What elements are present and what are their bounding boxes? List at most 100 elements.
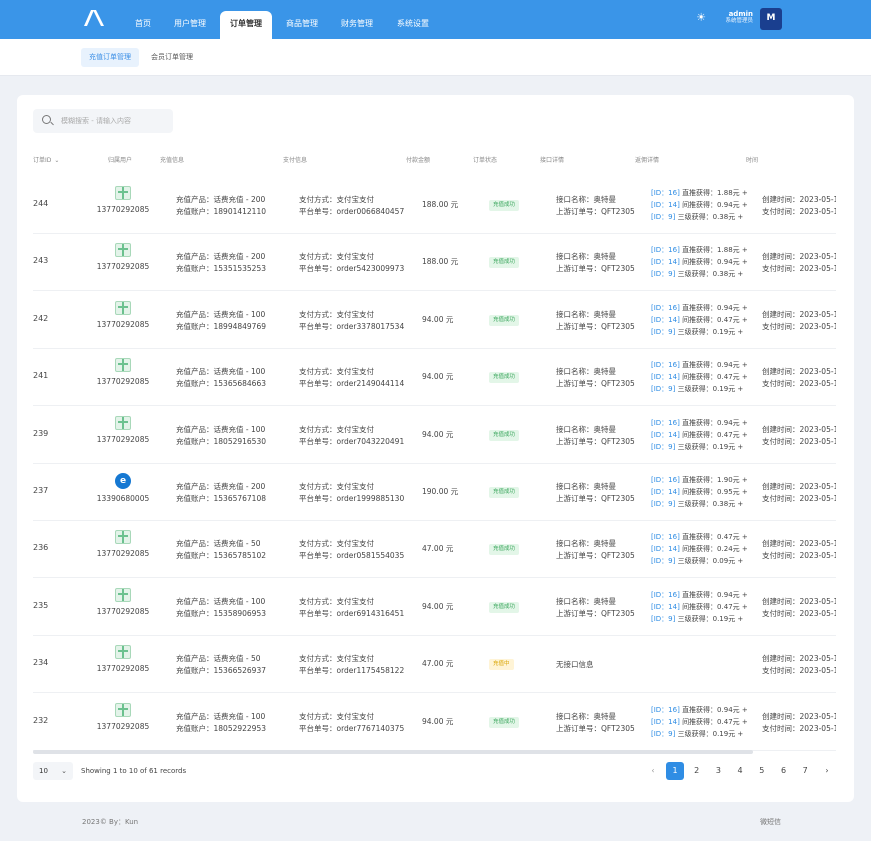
nav-item-4[interactable]: 财务管理 (341, 19, 373, 28)
user-cell[interactable]: 13770292085 (93, 588, 153, 616)
gift-icon (115, 703, 131, 717)
rebate-line: [ID：16] 直推获得：1.88元 + (651, 244, 753, 256)
payment-info: 支付方式：支付宝支付 平台单号：order5423009973 (299, 251, 404, 275)
payment-info: 支付方式：支付宝支付 平台单号：order1175458122 (299, 653, 404, 677)
recharge-product: 充值产品：话费充值 - 50 (176, 654, 261, 663)
rebate-text: 间推获得：0.95元 + (682, 488, 748, 496)
created-time: 创建时间：2023-05-14 (762, 482, 836, 491)
tab-member-orders[interactable]: 会员订单管理 (151, 53, 193, 61)
user-cell[interactable]: e 13390680005 (93, 473, 153, 503)
rebate-line: [ID：16] 直推获得：1.90元 + (651, 474, 753, 486)
page-button-2[interactable]: 2 (694, 766, 700, 775)
table-row[interactable]: 239 13770292085 充值产品：话费充值 - 100 充值账户：180529… (33, 407, 836, 464)
rebate-text: 三级获得：0.38元 + (677, 500, 744, 508)
created-time: 创建时间：2023-05-14 (762, 310, 836, 319)
time-info: 创建时间：2023-05-14 支付时间：2023-05-14 (762, 194, 836, 218)
user-cell[interactable]: 13770292085 (93, 645, 153, 673)
page-button-3[interactable]: 3 (715, 766, 721, 775)
gift-icon (115, 588, 131, 602)
platform-order-no: 平台单号：order3378017534 (299, 322, 405, 331)
table-row[interactable]: 241 13770292085 充值产品：话费充值 - 100 充值账户：153656… (33, 349, 836, 406)
rebate-text: 直推获得：1.88元 + (682, 189, 748, 197)
table-row[interactable]: 236 13770292085 充值产品：话费充值 - 50 充值账户：1536578… (33, 521, 836, 578)
api-detail: 接口名称：奥特曼上游订单号：QFT2305 (556, 309, 640, 333)
rebate-detail: [ID：16] 直推获得：0.94元 + [ID：14] 间推获得：0.47元 +… (651, 589, 753, 625)
rebate-line: [ID：14] 间推获得：0.47元 + (651, 314, 753, 326)
created-time: 创建时间：2023-05-14 (762, 597, 836, 606)
table-row[interactable]: 232 13770292085 充值产品：话费充值 - 100 充值账户：180529… (33, 694, 836, 751)
rebate-text: 直推获得：1.88元 + (682, 246, 748, 254)
avatar[interactable]: M (760, 8, 782, 30)
sun-icon[interactable]: ☀ (696, 11, 706, 24)
table-row[interactable]: 243 13770292085 充值产品：话费充值 - 200 充值账户：153515… (33, 234, 836, 291)
tab-recharge-orders[interactable]: 充值订单管理 (81, 48, 139, 67)
page-button-1[interactable]: 1 (666, 762, 684, 780)
page-size-select[interactable]: 10 ⌄ (33, 762, 73, 780)
rebate-detail: [ID：16] 直推获得：0.94元 + [ID：14] 间推获得：0.47元 +… (651, 302, 753, 338)
rebate-id: [ID：16] (651, 533, 680, 541)
nav-item-1[interactable]: 用户管理 (174, 19, 206, 28)
page-button-6[interactable]: 6 (780, 766, 787, 775)
user-cell[interactable]: 13770292085 (93, 530, 153, 558)
status-badge: 充值成功 (489, 200, 520, 211)
rebate-line: [ID：16] 直推获得：1.88元 + (651, 187, 753, 199)
payment-method: 支付方式：支付宝支付 (299, 195, 374, 204)
page-button-5[interactable]: 5 (759, 766, 765, 775)
user-name[interactable]: admin (728, 10, 753, 18)
order-id: 244 (33, 199, 49, 208)
col-header-rebate: 返佣详情 (635, 157, 660, 164)
rebate-text: 直推获得：0.94元 + (682, 419, 748, 427)
rebate-line: [ID：9] 三级获得：0.09元 + (651, 555, 753, 567)
page-button-4[interactable]: 4 (737, 766, 743, 775)
rebate-text: 三级获得：0.38元 + (677, 270, 744, 278)
time-info: 创建时间：2023-05-14 支付时间：2023-05-14 (762, 653, 836, 677)
user-cell[interactable]: 13770292085 (93, 703, 153, 731)
payment-amount: 94.00 元 (422, 315, 454, 324)
rebate-id: [ID：14] (651, 718, 680, 726)
payment-method: 支付方式：支付宝支付 (299, 654, 374, 663)
rebate-detail: [ID：16] 直推获得：0.94元 + [ID：14] 间推获得：0.47元 +… (651, 359, 753, 395)
api-order-no: 上游订单号：QFT2305 (556, 322, 635, 331)
col-header-api: 接口详情 (540, 157, 565, 164)
api-order-no: 上游订单号：QFT2305 (556, 494, 635, 503)
gift-icon (115, 301, 131, 315)
api-name: 接口名称：奥特曼 (556, 252, 616, 261)
col-header-id[interactable]: 订单ID ⌄ (33, 157, 60, 164)
time-info: 创建时间：2023-05-14 支付时间：2023-05-14 (762, 366, 836, 390)
rebate-id: [ID：16] (651, 476, 680, 484)
page-button-7[interactable]: 7 (802, 766, 808, 775)
nav-item-0[interactable]: 首页 (135, 19, 151, 28)
table-row[interactable]: 234 13770292085 充值产品：话费充值 - 50 充值账户：1536652… (33, 636, 836, 693)
user-cell[interactable]: 13770292085 (93, 186, 153, 214)
search-icon (42, 115, 51, 124)
api-name: 接口名称：奥特曼 (556, 310, 616, 319)
table-row[interactable]: 244 13770292085 充值产品：话费充值 - 200 充值账户：189014… (33, 177, 836, 234)
user-cell[interactable]: 13770292085 (93, 243, 153, 271)
rebate-line: [ID：9] 三级获得：0.19元 + (651, 383, 753, 395)
nav-item-5[interactable]: 系统设置 (397, 19, 429, 28)
rebate-line: [ID：16] 直推获得：0.47元 + (651, 531, 753, 543)
search-box[interactable] (33, 109, 173, 133)
horizontal-scrollbar[interactable] (33, 750, 753, 754)
api-detail: 接口名称：奥特曼 上游订单号：QFT2305 (556, 481, 640, 505)
prev-page-icon[interactable]: ‹ (651, 766, 655, 775)
search-input[interactable] (61, 113, 169, 129)
status-badge: 充值成功 (489, 544, 520, 555)
table-row[interactable]: 237 e 13390680005 充值产品：话费充值 - 200 充值账户：15365… (33, 464, 836, 521)
chevron-down-icon[interactable]: ⌄ (54, 157, 60, 164)
nav-item-2[interactable]: 订单管理 (220, 11, 272, 39)
user-cell[interactable]: 13770292085 (93, 301, 153, 329)
payment-info: 支付方式：支付宝支付 平台单号：order7043220491 (299, 424, 404, 448)
rebate-text: 三级获得：0.38元 + (677, 213, 744, 221)
table-row[interactable]: 242 13770292085 充值产品：话费充值 - 100 充值账户：189948… (33, 292, 836, 349)
payment-info: 支付方式：支付宝支付 平台单号：order0581554035 (299, 538, 404, 562)
rebate-line: [ID：9] 三级获得：0.19元 + (651, 441, 753, 453)
next-page-icon[interactable]: › (825, 766, 829, 775)
nav-item-3[interactable]: 商品管理 (286, 19, 318, 28)
user-cell[interactable]: 13770292085 (93, 358, 153, 386)
records-info: Showing 1 to 10 of 61 records (81, 767, 187, 775)
user-cell[interactable]: 13770292085 (93, 416, 153, 444)
status-badge: 充值成功 (489, 430, 520, 441)
logo-icon[interactable] (82, 9, 106, 27)
table-row[interactable]: 235 13770292085 充值产品：话费充值 - 100 充值账户：153589… (33, 579, 836, 636)
